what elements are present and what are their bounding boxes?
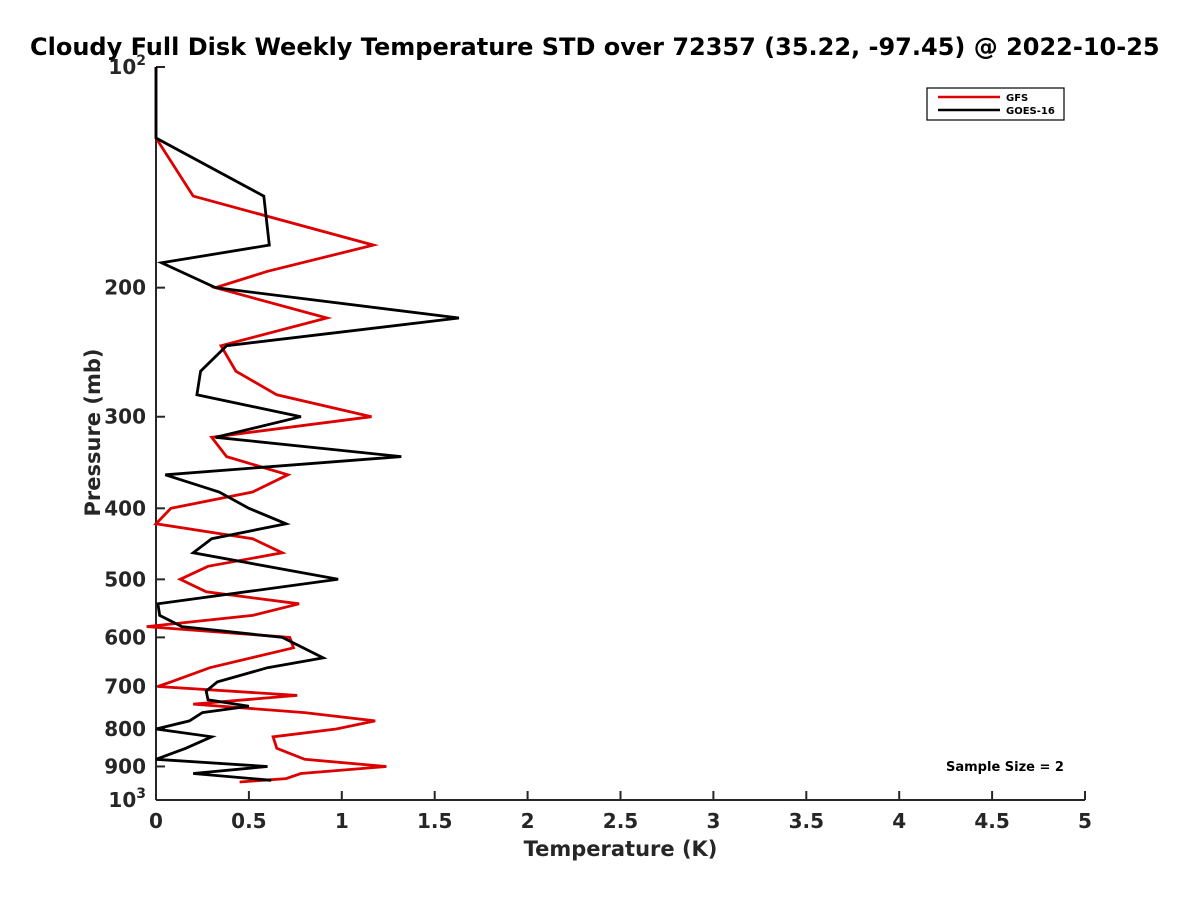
x-tick-label: 4.5 (974, 809, 1009, 833)
series-lines (146, 67, 460, 784)
series-line-goes-16 (154, 67, 460, 782)
y-tick-label: 500 (104, 567, 146, 591)
y-tick-label: 600 (104, 625, 146, 649)
legend: GFS GOES-16 (926, 87, 1065, 121)
y-tick-label: 400 (104, 496, 146, 520)
x-tick-label: 1.5 (417, 809, 452, 833)
x-axis-label: Temperature (K) (524, 837, 718, 861)
chart-title: Cloudy Full Disk Weekly Temperature STD … (30, 33, 1160, 61)
x-tick-label: 4 (892, 809, 906, 833)
x-tick-label: 0.5 (231, 809, 266, 833)
y-axis-ticks: 102 200 300 400 500 600 700 800 900 103 (104, 53, 165, 812)
y-tick-label: 200 (104, 276, 146, 300)
y-tick-label: 103 (108, 786, 146, 812)
x-tick-label: 3 (706, 809, 720, 833)
y-tick-label: 300 (104, 405, 146, 429)
plot-area: 0 0.5 1 1.5 2 2.5 3 3.5 4 4.5 5 102 200 300 400 500 600… (104, 53, 1092, 833)
x-axis-ticks: 0 0.5 1 1.5 2 2.5 3 3.5 4 4.5 5 (149, 791, 1092, 833)
x-tick-label: 2.5 (603, 809, 638, 833)
legend-goes16-label: GOES-16 (1006, 106, 1055, 117)
y-tick-label: 900 (104, 754, 146, 778)
y-tick-label: 102 (108, 53, 146, 79)
sample-size-annotation: Sample Size = 2 (946, 760, 1064, 775)
x-tick-label: 2 (521, 809, 535, 833)
y-tick-label: 800 (104, 717, 146, 741)
x-tick-label: 1 (335, 809, 349, 833)
series-line-gfs (146, 67, 387, 784)
x-tick-label: 0 (149, 809, 163, 833)
x-tick-label: 3.5 (789, 809, 824, 833)
legend-gfs-label: GFS (1006, 93, 1028, 104)
legend-box (926, 87, 1065, 121)
y-tick-label: 700 (104, 674, 146, 698)
x-tick-label: 5 (1078, 809, 1092, 833)
y-axis-label: Pressure (mb) (81, 349, 105, 517)
